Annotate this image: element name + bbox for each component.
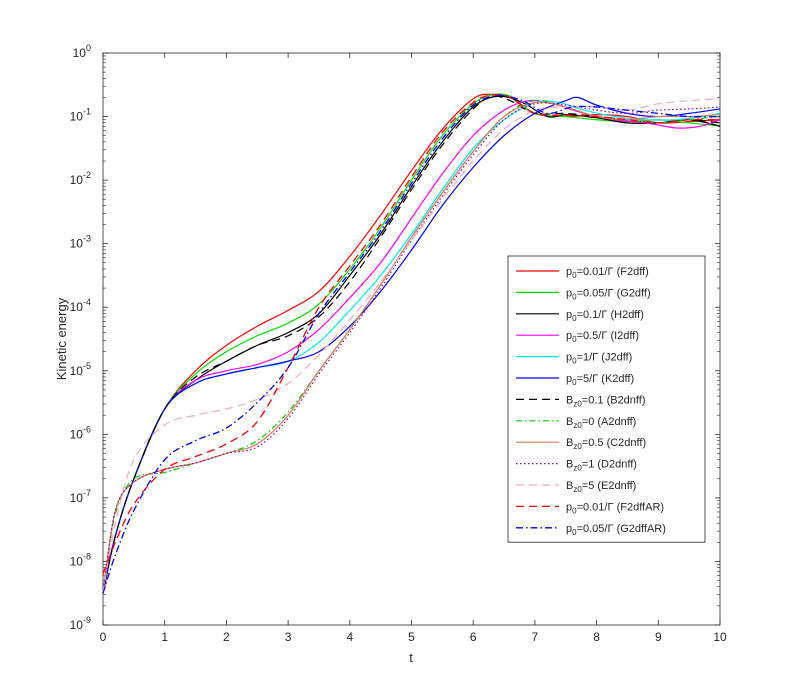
y-tick-label: 10-5 [70,361,91,378]
x-tick-label: 8 [593,630,600,644]
legend-label-F2dff: p0=0.01/Γ (F2dff) [566,266,649,280]
x-tick-label: 7 [532,630,539,644]
y-tick-label: 10-3 [70,234,91,251]
legend-label-E2dnff: Bz0=5 (E2dnff) [566,480,636,494]
series-layer [102,93,721,594]
x-tick-label: 9 [655,630,662,644]
y-tick-label: 10-4 [70,297,91,314]
series-line-F2dffAR [102,93,721,575]
y-axis-label: Kinetic energy [54,297,69,380]
legend: p0=0.01/Γ (F2dff) p0=0.05/Γ (G2dff) p0=0.1… [507,255,706,543]
legend-label-F2dffAR: p0=0.01/Γ (F2dffAR) [566,501,664,515]
x-tick-label: 0 [100,630,107,644]
y-tick-label: 10-8 [70,551,91,568]
x-tick-label: 1 [161,630,168,644]
y-tick-label: 10-2 [70,170,91,187]
legend-label-J2dff: p0=1/Γ (J2dff) [566,352,632,366]
legend-box [507,255,706,543]
legend-label-B2dnff: Bz0=0.1 (B2dnff) [566,394,646,408]
y-tick-label: 10-9 [70,615,91,632]
legend-label-H2dff: p0=0.1/Γ (H2dff) [566,309,644,323]
legend-label-G2dff: p0=0.05/Γ (G2dff) [566,287,651,301]
legend-label-A2dnff: Bz0=0 (A2dnff) [566,416,636,430]
y-tick-label: 10-6 [70,424,91,441]
legend-label-I2dff: p0=0.5/Γ (I2dff) [566,330,639,344]
x-tick-label: 5 [408,630,415,644]
x-tick-label: 4 [346,630,353,644]
x-tick-label: 3 [285,630,292,644]
ticks-layer: 0 1 2 3 4 5 6 7 8 9 10 10-9 10-8 10-7 10-6 10-5 10-4 10-3… [70,43,727,644]
legend-label-G2dffAR: p0=0.05/Γ (G2dffAR) [566,523,666,537]
x-axis-label: t [409,650,413,665]
series-line-G2dff [102,93,721,594]
legend-label-D2dnff: Bz0=1 (D2dnff) [566,459,637,473]
x-tick-label: 6 [470,630,477,644]
series-line-E2dnff [102,98,721,594]
legend-label-C2dnff: Bz0=0.5 (C2dnff) [566,437,646,451]
series-line-G2dffAR [102,94,721,594]
series-line-B2dnff [102,95,721,594]
x-tick-label: 10 [713,630,727,644]
x-tick-label: 2 [223,630,230,644]
series-line-I2dff [102,99,721,594]
legend-label-K2dff: p0=5/Γ (K2dff) [566,373,634,387]
y-tick-label: 10-1 [70,107,91,124]
y-tick-label: 10-7 [70,488,91,505]
y-tick-label: 100 [73,43,91,60]
series-line-D2dnff [102,102,721,594]
